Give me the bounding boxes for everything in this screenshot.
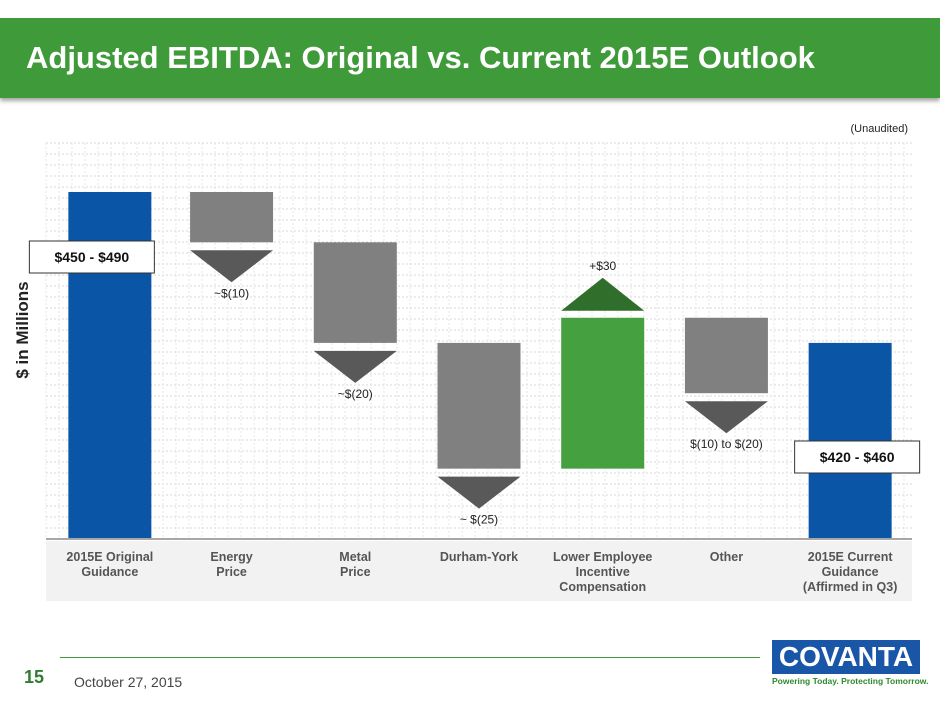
logo-wordmark: COVANTA: [772, 640, 920, 674]
change-value-label: ~$(10): [214, 286, 249, 300]
bar-decrease: [190, 192, 274, 243]
bar-increase: [561, 317, 645, 469]
decrease-arrow: [313, 350, 397, 383]
decrease-arrow: [437, 476, 521, 509]
waterfall-chart: $450 - $490 ~$(10) ~$(20) ~ $(25) +$30 $(10) …: [28, 142, 921, 601]
change-value-label: +$30: [589, 259, 616, 273]
logo-tagline: Powering Today. Protecting Tomorrow.: [772, 676, 929, 686]
category-label: 2015E Original Guidance: [66, 550, 153, 579]
category-label: 2015E Current Guidance (Affirmed in Q3): [803, 550, 897, 594]
category-band: [46, 541, 912, 601]
category-label: Energy Price: [210, 550, 252, 579]
covanta-logo: COVANTA Powering Today. Protecting Tomor…: [772, 640, 929, 690]
total-label-box: [28, 240, 155, 274]
chart-grid: [45, 142, 912, 601]
category-label: Durham-York: [440, 550, 518, 564]
bar-decrease: [684, 317, 768, 394]
total-value-label: $450 - $490: [54, 249, 129, 265]
bar-decrease: [313, 242, 397, 343]
category-label: Lower Employee Incentive Compensation: [553, 550, 652, 594]
category-label: Other: [710, 550, 743, 564]
total-value-label: $420 - $460: [820, 449, 895, 465]
footer-divider: [60, 657, 760, 658]
category-labels: 2015E Original Guidance Energy Price Metal Pr…: [66, 550, 897, 594]
title-bar: Adjusted EBITDA: Original vs. Current 20…: [0, 18, 940, 98]
page-title: Adjusted EBITDA: Original vs. Current 20…: [26, 40, 815, 75]
category-label: Metal Price: [339, 550, 371, 579]
footer-date: October 27, 2015: [74, 674, 183, 690]
decrease-arrow: [190, 250, 274, 283]
decrease-arrow: [684, 401, 768, 434]
change-value-label: $(10) to $(20): [690, 437, 763, 451]
increase-arrow: [561, 277, 645, 311]
change-value-label: ~ $(25): [460, 513, 498, 527]
unaudited-note: (Unaudited): [850, 123, 908, 135]
total-label-box: [794, 440, 921, 474]
bar-total: [808, 342, 892, 538]
page-number: 15: [24, 667, 45, 687]
change-value-label: ~$(20): [338, 387, 373, 401]
bar-decrease: [437, 342, 521, 469]
chart-bars: $450 - $490 ~$(10) ~$(20) ~ $(25) +$30 $(10) …: [28, 192, 921, 538]
